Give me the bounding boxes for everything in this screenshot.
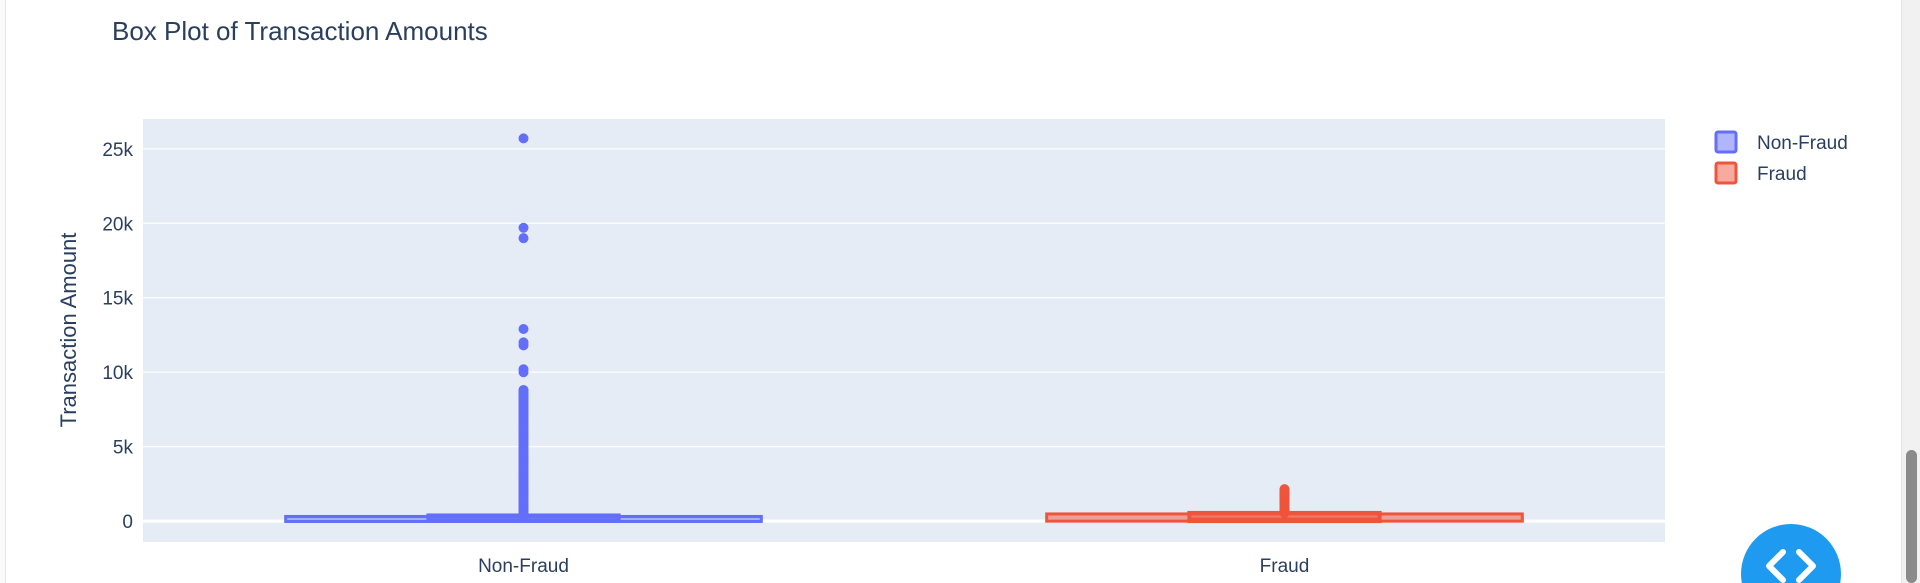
y-axis-label: Transaction Amount	[56, 233, 81, 428]
legend-swatch	[1714, 130, 1738, 154]
legend-label: Fraud	[1757, 164, 1807, 185]
legend-swatch	[1714, 161, 1738, 185]
y-tick-label: 25k	[102, 140, 133, 161]
y-tick-label: 5k	[113, 438, 134, 459]
scrollbar-track[interactable]	[1901, 0, 1920, 583]
outlier-point	[518, 233, 529, 244]
outlier-point	[1279, 484, 1290, 495]
outlier-point	[518, 133, 529, 144]
y-tick-label: 20k	[102, 214, 133, 235]
y-tick-label: 10k	[102, 363, 133, 384]
outlier-point	[518, 337, 529, 348]
left-border	[0, 0, 6, 583]
y-axis-ticks: 0 5k 10k 15k 20k 25k	[102, 140, 133, 533]
legend-item-fraud[interactable]: Fraud	[1714, 161, 1807, 185]
plot-area	[143, 119, 1665, 542]
legend-item-non-fraud[interactable]: Non-Fraud	[1714, 130, 1848, 154]
box-series-fraud[interactable]	[1045, 484, 1524, 524]
x-tick-label: Fraud	[1260, 556, 1310, 577]
outlier-point	[518, 222, 529, 233]
code-icon	[1766, 549, 1816, 583]
outlier-point	[518, 364, 529, 375]
y-tick-label: 15k	[102, 289, 133, 310]
chart-title: Box Plot of Transaction Amounts	[112, 16, 488, 46]
legend-label: Non-Fraud	[1757, 133, 1848, 154]
box-series-non-fraud[interactable]	[284, 133, 763, 523]
scrollbar-thumb[interactable]	[1906, 450, 1917, 583]
outlier-point	[518, 385, 529, 396]
legend[interactable]: Non-Fraud Fraud	[1714, 130, 1848, 185]
box-series-layer[interactable]	[284, 133, 1524, 524]
x-axis-ticks: Non-Fraud Fraud	[478, 556, 1309, 577]
outlier-point	[518, 324, 529, 335]
y-tick-label: 0	[122, 512, 133, 533]
x-tick-label: Non-Fraud	[478, 556, 569, 577]
